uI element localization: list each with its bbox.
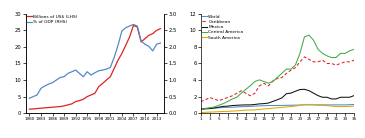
Legend: Billions of US$ (LHS), % of GDP (RHS): Billions of US$ (LHS), % of GDP (RHS) [26, 15, 77, 24]
Legend: World, Caribbean, Mexico, Central America, South America: World, Caribbean, Mexico, Central Americ… [201, 15, 243, 40]
